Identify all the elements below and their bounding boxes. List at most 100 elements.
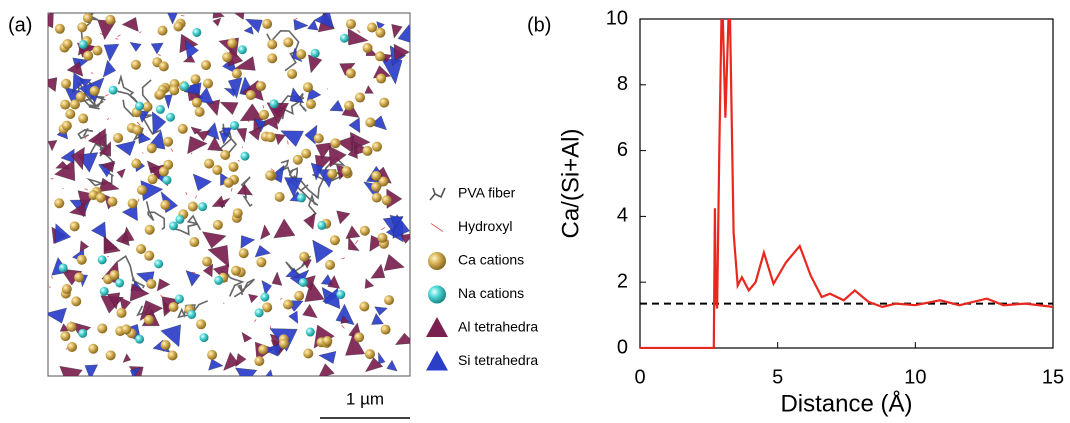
- ca-cation: [267, 53, 278, 64]
- na-cation: [230, 121, 240, 131]
- ca-cation: [355, 92, 366, 103]
- tetrahedron: [239, 103, 264, 122]
- ca-cation: [158, 166, 169, 177]
- tetrahedron: [310, 162, 324, 181]
- ca-cation: [158, 61, 169, 72]
- tetrahedron: [243, 26, 254, 35]
- tetrahedron: [348, 117, 361, 133]
- pva-fiber: [145, 201, 166, 231]
- ca-cation: [155, 89, 166, 100]
- na-cation: [154, 259, 164, 269]
- hydroxyl: [158, 53, 161, 57]
- tetrahedron: [371, 313, 384, 325]
- tetrahedron: [129, 42, 142, 52]
- ca-cation: [220, 149, 231, 160]
- tetrahedron: [164, 94, 173, 110]
- tetrahedron: [254, 245, 271, 258]
- ca-cation: [232, 208, 243, 219]
- tetrahedron: [284, 177, 303, 198]
- tetrahedron: [397, 24, 410, 43]
- ca-cation: [296, 49, 307, 60]
- ca-cation: [254, 356, 265, 367]
- panel-label: (b): [527, 14, 551, 36]
- na-cation: [305, 327, 315, 337]
- ca-cation: [362, 42, 373, 53]
- tetrahedron: [219, 101, 239, 115]
- hydroxyl: [241, 146, 244, 148]
- ca-cation: [375, 27, 386, 38]
- legend-label: PVA fiber: [458, 185, 516, 201]
- ca-cation: [60, 99, 71, 110]
- tetrahedron: [302, 304, 318, 319]
- tetrahedron: [55, 160, 70, 169]
- tetrahedron: [327, 275, 341, 289]
- tetrahedron: [389, 215, 404, 228]
- ca-cation: [381, 195, 392, 206]
- ca-cation: [345, 68, 356, 79]
- tetrahedron: [72, 72, 86, 93]
- ca-cation: [325, 259, 336, 270]
- y-tick-label: 10: [606, 7, 628, 29]
- hydroxyl: [106, 255, 109, 258]
- na-cation: [97, 255, 107, 265]
- ca-cation: [223, 177, 234, 188]
- tetrahedron: [122, 226, 135, 242]
- tetrahedron: [265, 369, 273, 376]
- tetrahedron: [59, 323, 70, 332]
- ca-cation: [301, 148, 312, 159]
- ca-cation: [144, 250, 155, 261]
- na-cation: [237, 45, 247, 55]
- tetrahedron: [383, 254, 405, 271]
- pva-fiber: [77, 127, 94, 140]
- hydroxyl: [279, 298, 283, 300]
- tetrahedron: [130, 367, 142, 376]
- legend-label: Na cations: [458, 285, 524, 301]
- na-cation: [298, 277, 308, 287]
- ca-cation: [322, 335, 333, 346]
- tetrahedron: [329, 99, 344, 112]
- na-cation: [168, 221, 178, 231]
- ca-cation: [262, 302, 273, 313]
- ca-cation: [367, 22, 378, 33]
- na-cation: [240, 151, 250, 161]
- tetrahedron: [102, 59, 116, 78]
- tetrahedron: [185, 270, 201, 287]
- ca-cation: [88, 343, 99, 354]
- na-cation: [134, 101, 144, 111]
- ca-cation: [147, 174, 158, 185]
- tetrahedron: [160, 324, 181, 348]
- tetrahedron: [115, 140, 136, 156]
- tetrahedron: [318, 351, 337, 364]
- tetrahedron: [319, 363, 335, 376]
- ca-cation: [383, 295, 394, 306]
- na-cation: [174, 294, 184, 304]
- ca-cation: [131, 158, 142, 169]
- ca-cation: [299, 251, 310, 262]
- ca-cation: [191, 97, 202, 108]
- tetrahedron: [370, 263, 386, 279]
- tetrahedron: [202, 263, 213, 278]
- y-tick-label: 0: [617, 336, 628, 358]
- ca-cation: [196, 319, 207, 330]
- ca-cation: [230, 265, 241, 276]
- tetrahedron: [280, 130, 304, 147]
- ca-cation: [146, 278, 157, 289]
- ca-cation: [160, 200, 171, 211]
- ca-cation: [78, 113, 89, 124]
- tetrahedron: [167, 13, 178, 25]
- na-cation: [296, 193, 306, 203]
- na-cation: [78, 40, 88, 50]
- hydroxyl: [170, 148, 174, 152]
- ca-cation: [95, 192, 106, 203]
- ca-cation: [379, 97, 390, 108]
- ca-cation: [212, 219, 223, 230]
- ca-cation: [142, 101, 153, 112]
- ca-cation: [258, 344, 269, 355]
- pva-fiber: [233, 278, 255, 298]
- ca-cation: [76, 254, 87, 265]
- ca-cation: [212, 165, 223, 176]
- ca-cation: [62, 38, 73, 49]
- na-cation: [198, 202, 208, 212]
- hydroxyl: [294, 17, 298, 20]
- ca-cation: [262, 18, 273, 29]
